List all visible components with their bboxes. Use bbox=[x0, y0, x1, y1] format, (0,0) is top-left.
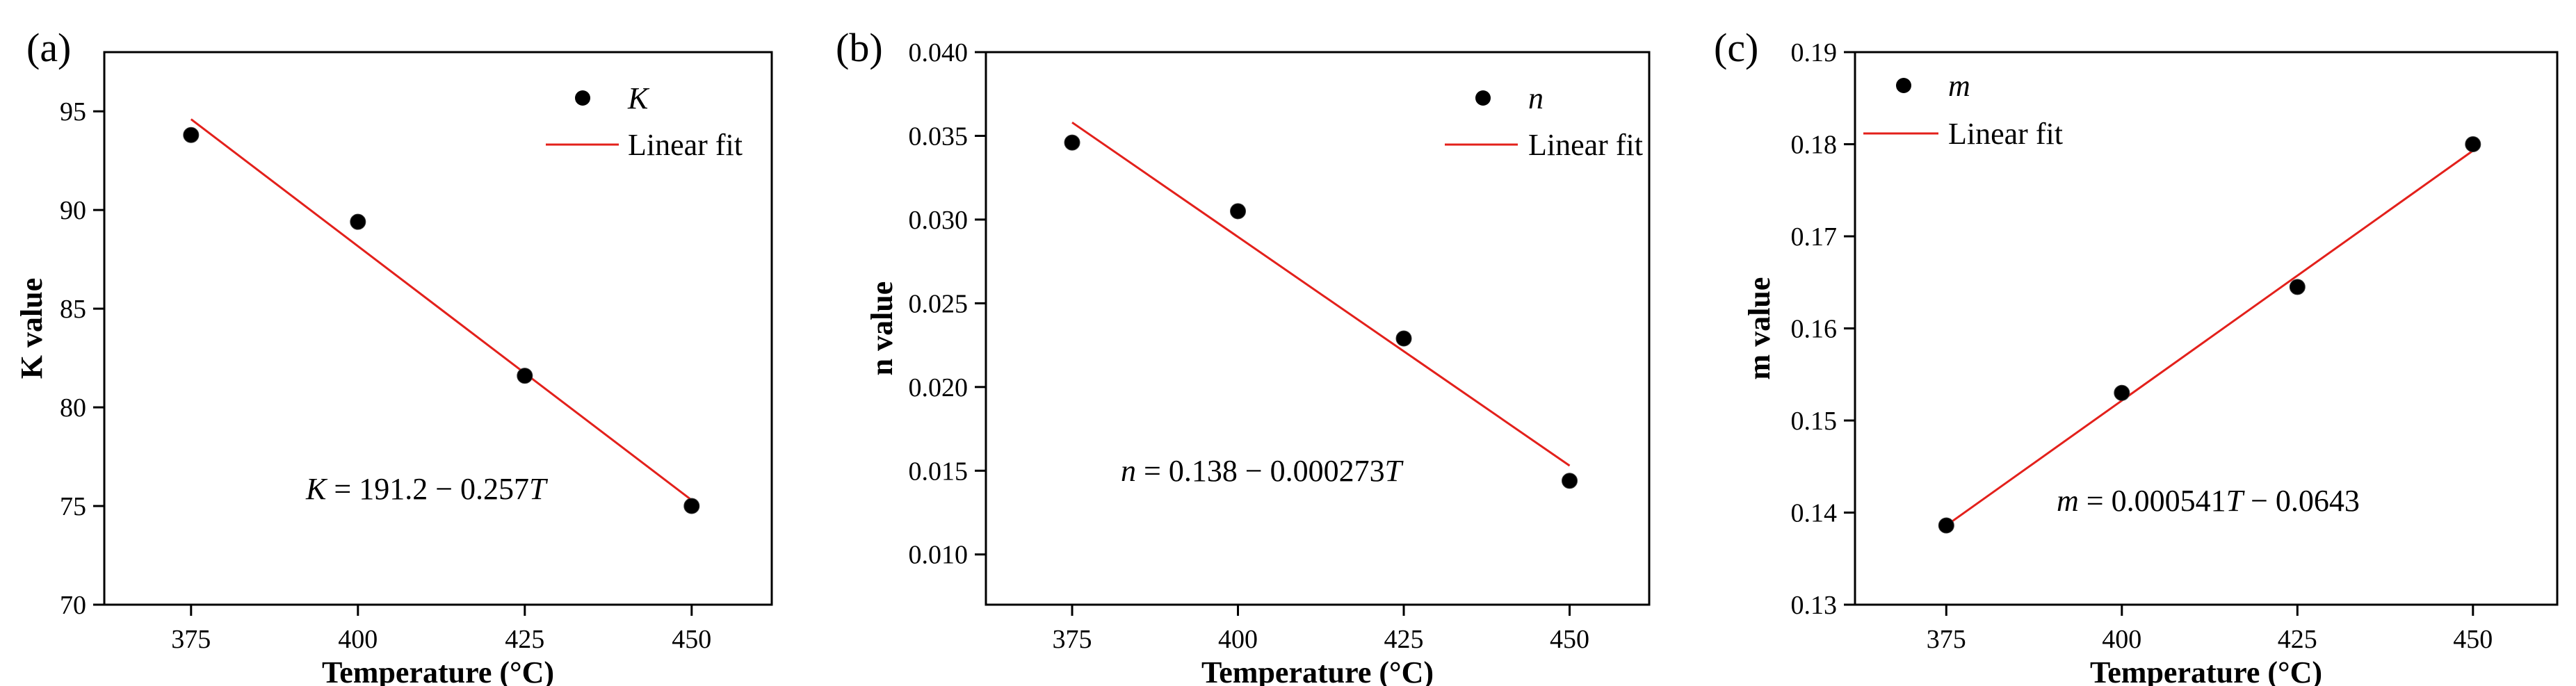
y-tick-label: 70 bbox=[60, 591, 86, 620]
x-axis-title: Temperature (°C) bbox=[1201, 655, 1434, 686]
data-point bbox=[1395, 330, 1412, 347]
y-tick-label: 0.030 bbox=[909, 206, 969, 235]
legend-label-points: K bbox=[627, 81, 650, 115]
equation-rhs: 191.2 − 0.257 bbox=[359, 472, 529, 506]
fit-equation: K = 191.2 − 0.257T bbox=[305, 472, 549, 506]
data-point bbox=[683, 498, 700, 514]
data-point bbox=[1230, 203, 1247, 220]
equation-lhs: m bbox=[2057, 484, 2079, 518]
data-point bbox=[2114, 384, 2130, 401]
y-axis-title: n value bbox=[865, 281, 899, 376]
legend-label-fit: Linear fit bbox=[628, 128, 743, 162]
legend-label-fit: Linear fit bbox=[1948, 117, 2063, 151]
legend-marker bbox=[1896, 78, 1911, 93]
legend: m Linear fit bbox=[1863, 69, 2063, 151]
legend-marker bbox=[1475, 90, 1491, 106]
y-tick-label: 75 bbox=[60, 492, 86, 521]
data-point bbox=[517, 368, 533, 384]
data-point bbox=[183, 126, 200, 143]
equation-op: = bbox=[1136, 454, 1169, 488]
chart-panel-a: (a) 375 400 425 450 70 75 80 85 90 95 Temperature (… bbox=[15, 25, 773, 686]
fit-equation: m = 0.000541T − 0.0643 bbox=[2057, 484, 2360, 518]
equation-suffix: − 0.0643 bbox=[2243, 484, 2360, 518]
chart-panel-b: (b) 375 400 425 450 0.010 0.015 0.020 0.025 0.030… bbox=[836, 25, 1651, 686]
legend-label-fit: Linear fit bbox=[1528, 128, 1643, 162]
linear-fit-line bbox=[190, 118, 692, 501]
legend: K Linear fit bbox=[546, 81, 743, 162]
y-tick-label: 85 bbox=[60, 295, 86, 324]
equation-var: T bbox=[529, 472, 549, 506]
plot-frame bbox=[103, 51, 773, 606]
x-tick-label: 375 bbox=[1053, 625, 1092, 654]
equation-lhs: K bbox=[305, 472, 328, 506]
equation-lhs: n bbox=[1121, 454, 1136, 488]
data-point bbox=[1938, 517, 1954, 534]
y-tick-label: 0.020 bbox=[909, 373, 969, 402]
equation-rhs: 0.138 − 0.000273 bbox=[1169, 454, 1385, 488]
y-tick-label: 80 bbox=[60, 393, 86, 423]
y-tick-label: 0.010 bbox=[909, 541, 969, 570]
y-axis-title: K value bbox=[15, 278, 49, 379]
equation-op: = 0.000541 bbox=[2079, 484, 2226, 518]
x-tick-label: 425 bbox=[505, 625, 544, 654]
legend-label-points: m bbox=[1948, 69, 1970, 103]
legend-marker bbox=[575, 90, 590, 106]
x-tick-label: 450 bbox=[2453, 625, 2493, 654]
panel-label: (b) bbox=[836, 25, 883, 70]
y-tick-label: 95 bbox=[60, 97, 86, 126]
y-tick-label: 0.040 bbox=[909, 38, 969, 67]
equation-var: T bbox=[2226, 484, 2246, 518]
data-point bbox=[2289, 279, 2306, 295]
x-tick-label: 425 bbox=[1384, 625, 1424, 654]
y-tick-label: 0.14 bbox=[1791, 499, 1838, 528]
x-axis-title: Temperature (°C) bbox=[322, 655, 554, 686]
x-tick-label: 450 bbox=[1550, 625, 1589, 654]
legend-label-points: n bbox=[1528, 81, 1544, 115]
y-tick-label: 0.15 bbox=[1791, 407, 1838, 436]
y-tick-label: 0.035 bbox=[909, 122, 969, 151]
x-tick-label: 375 bbox=[1927, 625, 1966, 654]
equation-var: T bbox=[1385, 454, 1404, 488]
data-point bbox=[1562, 473, 1578, 489]
data-point bbox=[1064, 134, 1080, 151]
chart-panel-c: (c) 375 400 425 450 0.13 0.14 0.15 0.16 0.17 0.18 0… bbox=[1714, 25, 2559, 686]
y-tick-label: 0.19 bbox=[1791, 38, 1838, 67]
panel-label: (a) bbox=[26, 25, 71, 70]
y-tick-label: 0.16 bbox=[1791, 315, 1838, 344]
panel-label: (c) bbox=[1714, 25, 1758, 70]
x-axis-title: Temperature (°C) bbox=[2090, 655, 2322, 686]
linear-fit-line bbox=[1945, 149, 2474, 527]
y-tick-label: 0.025 bbox=[909, 289, 969, 318]
x-tick-label: 400 bbox=[1218, 625, 1258, 654]
legend: n Linear fit bbox=[1445, 81, 1643, 162]
data-point bbox=[350, 213, 366, 230]
plot-frame bbox=[985, 51, 1651, 606]
x-tick-label: 425 bbox=[2278, 625, 2317, 654]
x-tick-label: 375 bbox=[171, 625, 211, 654]
y-tick-label: 0.17 bbox=[1791, 222, 1838, 252]
y-tick-label: 0.18 bbox=[1791, 131, 1838, 160]
y-axis-title: m value bbox=[1742, 277, 1776, 380]
equation-op: = bbox=[326, 472, 359, 506]
y-tick-label: 90 bbox=[60, 196, 86, 225]
y-tick-label: 0.13 bbox=[1791, 591, 1838, 620]
y-tick-label: 0.015 bbox=[909, 457, 969, 486]
x-tick-label: 400 bbox=[338, 625, 378, 654]
x-tick-label: 450 bbox=[672, 625, 711, 654]
fit-equation: n = 0.138 − 0.000273T bbox=[1121, 454, 1404, 488]
data-point bbox=[2465, 136, 2481, 152]
x-tick-label: 400 bbox=[2102, 625, 2141, 654]
linear-fit-line bbox=[1071, 121, 1571, 467]
